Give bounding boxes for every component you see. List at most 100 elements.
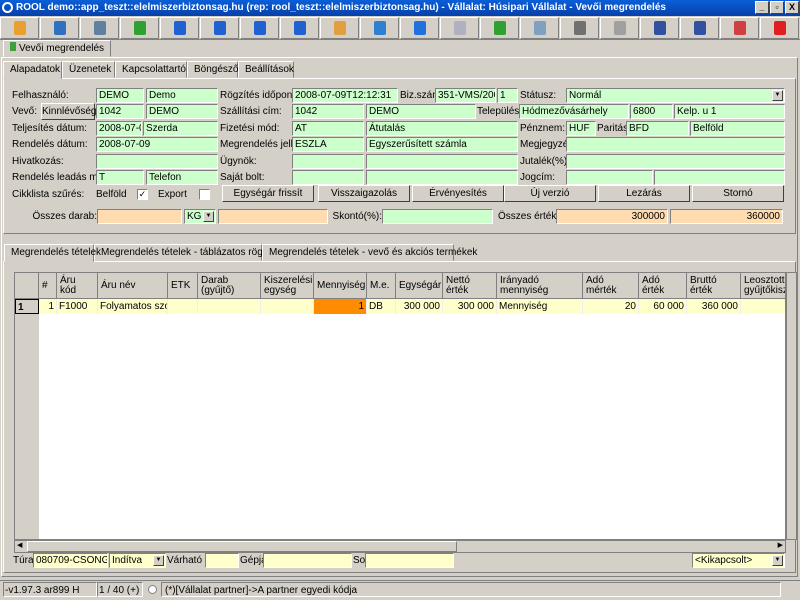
ugynok-name-field[interactable] xyxy=(366,154,518,169)
szallitasi-name-field[interactable]: DEMO xyxy=(366,104,476,119)
grid-cell[interactable]: DB xyxy=(367,299,396,314)
radio-button[interactable] xyxy=(148,585,157,594)
toolbar-button-next-record[interactable] xyxy=(240,17,279,39)
statusz-select[interactable]: Normál ▼ xyxy=(566,88,785,103)
iranyitoszam-field[interactable]: 6800 xyxy=(630,104,673,119)
grid-cell[interactable]: Folyamatos szolg xyxy=(98,299,168,314)
bizszam-field[interactable]: 351-VMS/2008 xyxy=(435,88,496,103)
rendeles-datum-field[interactable]: 2008-07-09 xyxy=(96,137,218,152)
column-header-7[interactable]: Mennyiség xyxy=(314,273,367,299)
chevron-down-icon[interactable]: ▼ xyxy=(772,555,783,566)
grid-cell[interactable] xyxy=(741,299,785,314)
grid-cell[interactable]: 1 xyxy=(314,299,367,314)
toolbar-button-save[interactable] xyxy=(80,17,119,39)
toolbar-button-open[interactable] xyxy=(40,17,79,39)
column-header-9[interactable]: Egységár xyxy=(396,273,443,299)
grid-cell[interactable]: 1 xyxy=(39,299,57,314)
scroll-left-icon[interactable]: ◀ xyxy=(17,542,23,549)
osszes-netto-field[interactable]: 300000 xyxy=(556,209,668,224)
varhato-field[interactable] xyxy=(205,553,239,568)
toolbar-button-list[interactable] xyxy=(560,17,599,39)
tab-4[interactable]: Beállítások xyxy=(238,61,294,78)
toolbar-button-refresh[interactable] xyxy=(480,17,519,39)
vevo-name-field[interactable]: DEMO xyxy=(146,104,218,119)
bizszam-version-field[interactable]: 1 xyxy=(497,88,518,103)
action-button-3[interactable]: Új verzió xyxy=(504,185,596,202)
column-header-1[interactable]: # xyxy=(39,273,57,299)
osszes-darab-field[interactable] xyxy=(97,209,182,224)
column-header-15[interactable]: Leosztott gyűjtőkiszerelés xyxy=(741,273,785,299)
paritas-code-field[interactable]: BFD xyxy=(626,121,689,136)
toolbar-button-lightning[interactable] xyxy=(0,17,39,39)
action-button-5[interactable]: Stornó xyxy=(692,185,784,202)
kinnlevoseg-button[interactable]: Kinnlévőség xyxy=(41,103,96,120)
hivatkozas-field[interactable] xyxy=(96,154,218,169)
toolbar-button-previous-record[interactable] xyxy=(200,17,239,39)
tab-3[interactable]: Böngésző xyxy=(187,61,238,78)
osszes-brutto-field[interactable]: 360000 xyxy=(670,209,783,224)
column-header-11[interactable]: Irányadó mennyiség xyxy=(497,273,583,299)
tab-vevoi-megrendeles[interactable]: Vevői megrendelés xyxy=(3,40,112,57)
action-button-2[interactable]: Érvényesítés xyxy=(412,185,504,202)
toolbar-button-search[interactable] xyxy=(520,17,559,39)
minimize-button[interactable]: _ xyxy=(755,1,769,14)
toolbar-button-exit[interactable] xyxy=(760,17,799,39)
osszes-darab-extra-field[interactable] xyxy=(218,209,328,224)
column-header-12[interactable]: Adó mérték xyxy=(583,273,639,299)
column-header-4[interactable]: ETK xyxy=(168,273,198,299)
action-button-1[interactable]: Visszaigazolás xyxy=(318,185,410,202)
grid-cell[interactable]: 360 000 xyxy=(687,299,741,314)
item-tab-1[interactable]: Megrendelés tételek - táblázatos rögzíté… xyxy=(94,244,284,261)
column-header-3[interactable]: Áru név xyxy=(98,273,168,299)
column-header-6[interactable]: Kiszerelési egység xyxy=(261,273,314,299)
column-header-2[interactable]: Áru kód xyxy=(57,273,98,299)
grid-cell[interactable] xyxy=(168,299,198,314)
szallitasi-code-field[interactable]: 1042 xyxy=(292,104,364,119)
column-header-0[interactable] xyxy=(15,273,39,299)
item-tab-0[interactable]: Megrendelés tételek xyxy=(4,244,101,262)
close-button[interactable]: X xyxy=(785,1,799,14)
column-header-10[interactable]: Nettó érték xyxy=(443,273,497,299)
toolbar-button-grid-export[interactable] xyxy=(640,17,679,39)
grid-cell[interactable]: 300 000 xyxy=(396,299,443,314)
chevron-down-icon[interactable]: ▼ xyxy=(772,90,783,101)
grid-cell[interactable]: F1000 xyxy=(57,299,98,314)
toolbar-button-form[interactable] xyxy=(440,17,479,39)
toolbar-button-info[interactable] xyxy=(400,17,439,39)
row-header[interactable]: 1 xyxy=(15,299,39,314)
teljesites-date-field[interactable]: 2008-07-09 xyxy=(96,121,142,136)
action-button-0[interactable]: Egységár frissít xyxy=(222,185,314,202)
horizontal-scrollbar[interactable]: ◀ ▶ xyxy=(14,540,786,553)
rogzites-field[interactable]: 2008-07-09T12:12:31 xyxy=(292,88,398,103)
item-tab-2[interactable]: Megrendelés tételek - vevő és akciós ter… xyxy=(262,244,477,261)
penznem-field[interactable]: HUF xyxy=(566,121,596,136)
toolbar-button-green-arrow[interactable] xyxy=(120,17,159,39)
telepules-field[interactable]: Hódmezővásárhely xyxy=(519,104,629,119)
felhasznalo-name-field[interactable]: Demo xyxy=(146,88,218,103)
gepjarmu-field[interactable] xyxy=(263,553,352,568)
jutalek-field[interactable] xyxy=(566,154,785,169)
utca-field[interactable]: Kelp. u 1 xyxy=(674,104,785,119)
grid-cell[interactable] xyxy=(261,299,314,314)
jogcim-name-field[interactable] xyxy=(654,170,785,185)
grid-cell[interactable]: 300 000 xyxy=(443,299,497,314)
toolbar-button-first-record[interactable] xyxy=(160,17,199,39)
belfold-checkbox[interactable]: ✓ xyxy=(137,189,148,200)
sajat-bolt-code-field[interactable] xyxy=(292,170,364,185)
kikapcsolt-select[interactable]: <Kikapcsolt> ▼ xyxy=(692,553,785,568)
toolbar-button-split-window[interactable] xyxy=(720,17,759,39)
ugynok-code-field[interactable] xyxy=(292,154,364,169)
fizetesi-name-field[interactable]: Átutalás xyxy=(366,121,518,136)
jogcim-code-field[interactable] xyxy=(566,170,653,185)
jelleg-code-field[interactable]: ESZLA xyxy=(292,137,364,152)
grid-cell[interactable] xyxy=(198,299,261,314)
maximize-button[interactable]: ▫ xyxy=(770,1,784,14)
column-header-5[interactable]: Darab (gyűjtő) xyxy=(198,273,261,299)
tab-1[interactable]: Üzenetek xyxy=(62,61,115,78)
export-checkbox[interactable] xyxy=(199,189,210,200)
toolbar-button-last-record[interactable] xyxy=(280,17,319,39)
column-header-14[interactable]: Bruttó érték xyxy=(687,273,741,299)
vertical-scrollbar[interactable] xyxy=(786,272,797,540)
grid-cell[interactable]: 20 xyxy=(583,299,639,314)
action-button-4[interactable]: Lezárás xyxy=(598,185,690,202)
